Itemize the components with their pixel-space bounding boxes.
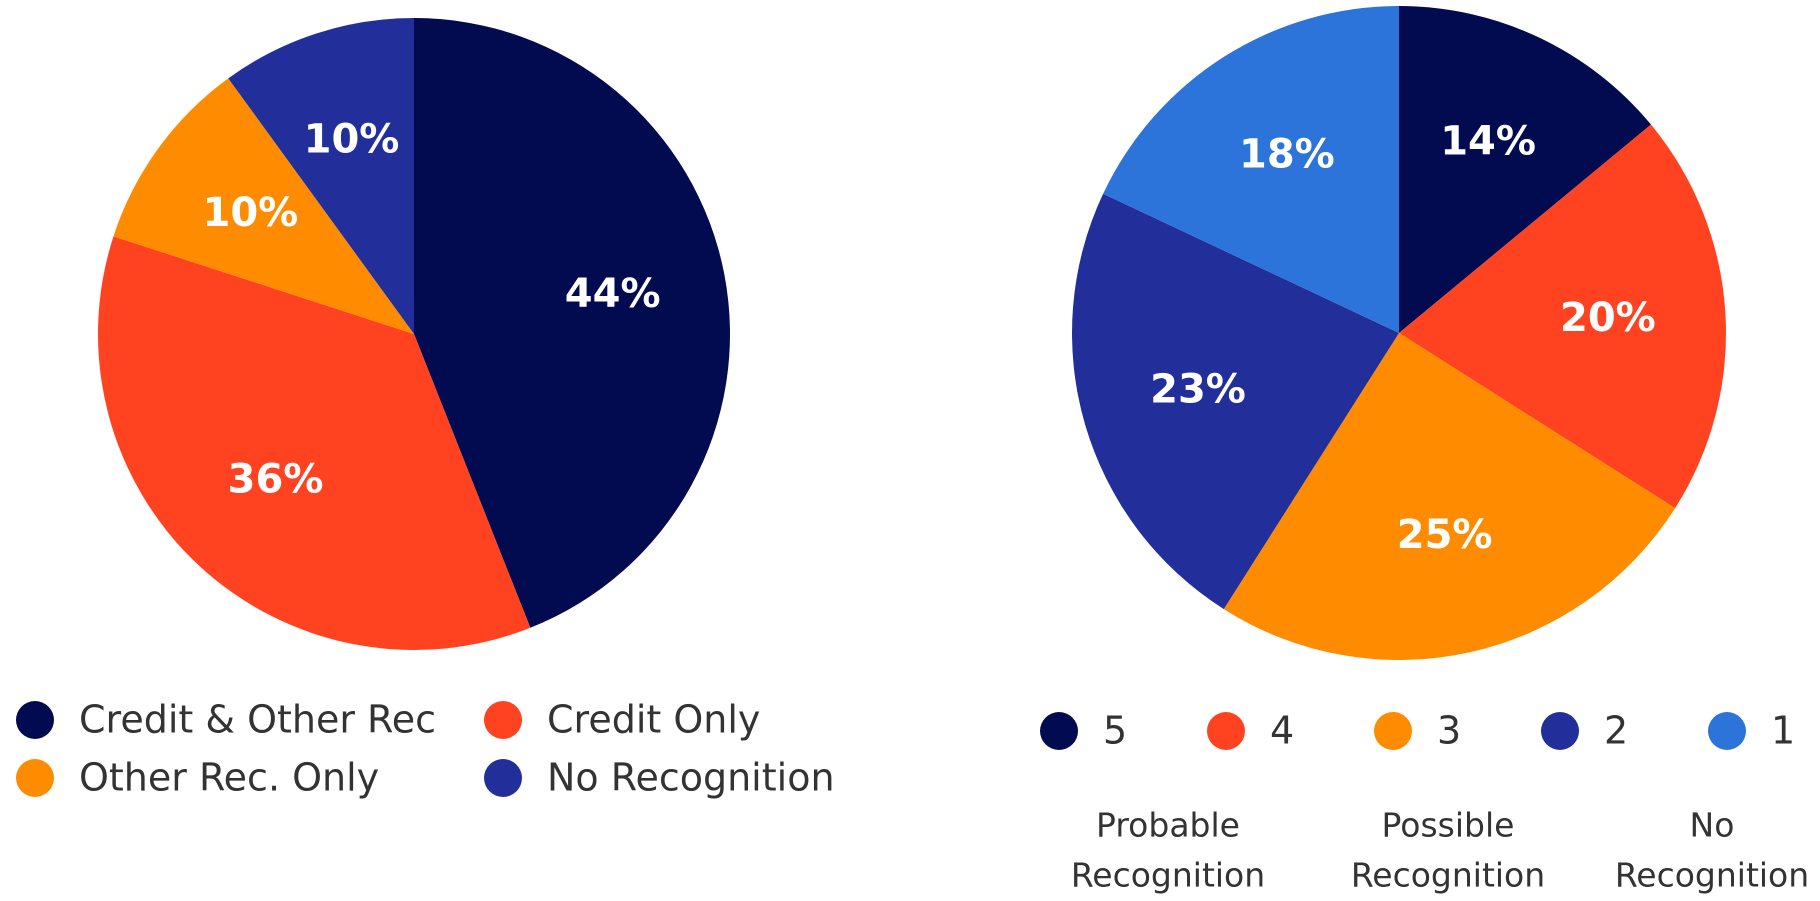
data-label: 36% [228,456,324,502]
legend-label: 2 [1604,709,1628,753]
legend-label: Other Rec. Only [79,756,379,800]
legend-swatch [16,759,54,797]
data-label: 44% [565,271,661,317]
legend-swatch [1374,712,1412,750]
pie-slice [228,18,414,334]
annotation: Possible [1382,806,1515,845]
annotation: Recognition [1071,856,1265,895]
legend-label: 5 [1103,709,1127,753]
data-label: 18% [1239,131,1335,177]
pie-slice [1223,333,1676,660]
pie-slice [1072,193,1399,610]
legend-label: No Recognition [547,756,835,800]
legend-swatch [484,701,522,739]
annotation: No [1690,806,1735,845]
pie-slice [97,236,531,650]
legend-swatch [1207,712,1245,750]
data-label: 20% [1560,295,1656,341]
legend-label: 4 [1270,709,1294,753]
pie-slice [414,18,731,628]
legend-label: Credit Only [547,698,760,742]
legend-swatch [1040,712,1078,750]
pie-slice [1399,5,1651,333]
legend-swatch [1708,712,1746,750]
legend-label: 3 [1437,709,1461,753]
legend-swatch [16,701,54,739]
data-label: 10% [304,117,400,163]
legend-swatch [1541,712,1579,750]
pie-slice [113,78,415,334]
annotation: Recognition [1615,856,1809,895]
legend-swatch [484,759,522,797]
data-label: 10% [203,190,299,236]
legend-label: Credit & Other Rec [79,698,436,742]
pie-slice [1399,124,1726,509]
annotation: Probable [1096,806,1240,845]
annotation: Recognition [1351,856,1545,895]
data-label: 14% [1440,119,1536,165]
pie-slice [1103,6,1399,333]
data-label: 25% [1397,512,1493,558]
legend-label: 1 [1771,709,1795,753]
data-label: 23% [1150,366,1246,412]
